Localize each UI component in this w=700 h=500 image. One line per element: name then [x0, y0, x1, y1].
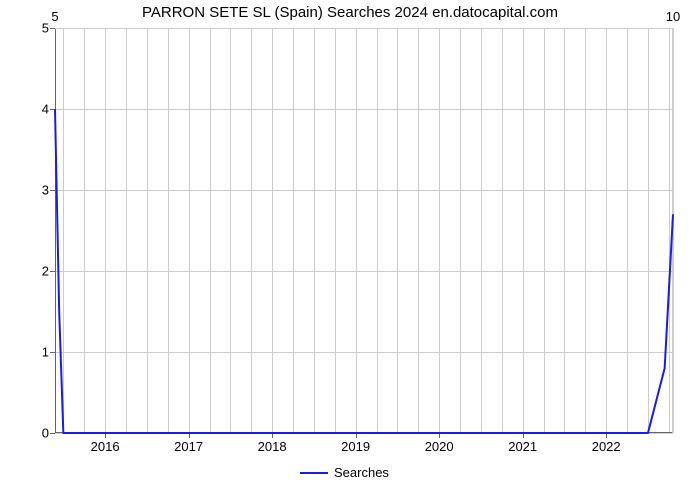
top-axis-tick-label: 5: [51, 9, 58, 24]
legend-swatch: [300, 472, 328, 474]
ytick-label: 0: [42, 426, 49, 441]
xtick-label: 2016: [91, 439, 120, 454]
ytick-mark: [50, 433, 55, 434]
gridline-v: [673, 28, 674, 433]
xtick-label: 2021: [508, 439, 537, 454]
ytick-label: 1: [42, 345, 49, 360]
xtick-label: 2019: [341, 439, 370, 454]
chart-container: PARRON SETE SL (Spain) Searches 2024 en.…: [0, 0, 700, 500]
plot-area: 0123452016201720182019202020212022510: [55, 28, 673, 433]
legend: Searches: [300, 465, 389, 480]
ytick-label: 3: [42, 183, 49, 198]
ytick-label: 4: [42, 102, 49, 117]
ytick-label: 2: [42, 264, 49, 279]
chart-title: PARRON SETE SL (Spain) Searches 2024 en.…: [0, 4, 700, 21]
ytick-label: 5: [42, 21, 49, 36]
xtick-label: 2020: [425, 439, 454, 454]
xtick-label: 2022: [592, 439, 621, 454]
top-axis-tick-label: 10: [666, 9, 680, 24]
legend-label: Searches: [334, 465, 389, 480]
xtick-label: 2017: [174, 439, 203, 454]
series-line: [55, 28, 673, 433]
xtick-label: 2018: [258, 439, 287, 454]
